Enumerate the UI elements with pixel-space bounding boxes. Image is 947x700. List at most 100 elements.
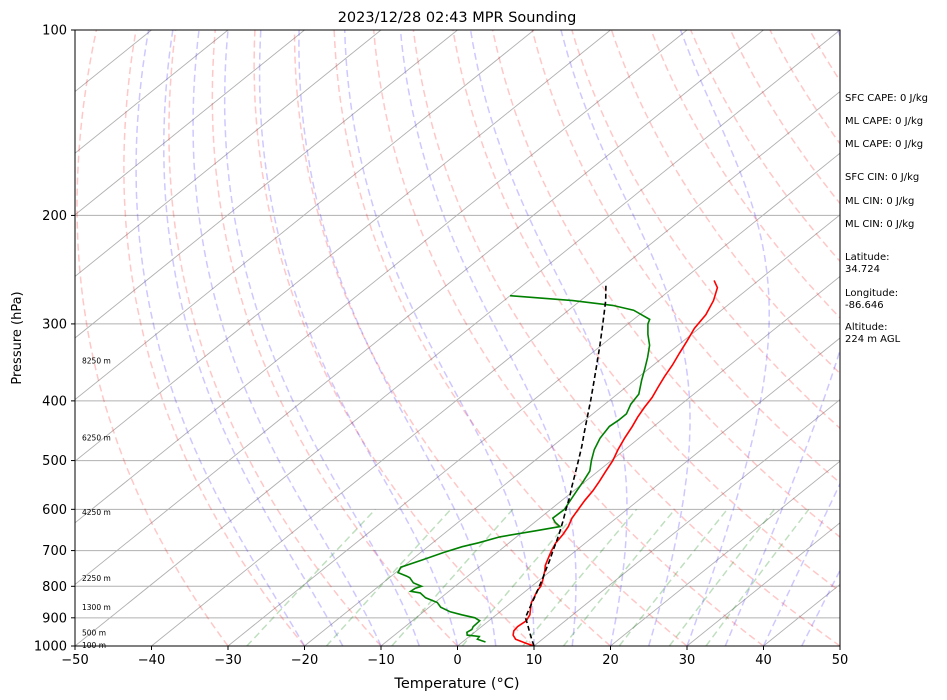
mixing-ratio-line — [461, 508, 580, 646]
moist-adiabat-line — [399, 30, 577, 646]
dry-adiabat-line — [531, 30, 840, 484]
moist-adiabat-line — [801, 568, 840, 646]
mixing-ratio-line — [618, 508, 728, 646]
y-tick-label: 700 — [42, 544, 67, 559]
mixing-ratio-line — [325, 508, 452, 646]
isotherm-line — [75, 30, 611, 462]
y-axis-label: Pressure (hPa) — [10, 291, 25, 384]
x-tick-label: −40 — [138, 653, 165, 668]
x-axis-label: Temperature (°C) — [393, 676, 519, 692]
longitude-label: Longitude: — [845, 288, 899, 299]
temperature-profile-line — [512, 280, 719, 646]
height-label: 8250 m — [82, 356, 111, 365]
dry-adiabat-line — [571, 30, 840, 430]
moist-adiabat-line — [724, 30, 840, 646]
y-tick-label: 800 — [42, 580, 67, 595]
y-tick-label: 1000 — [34, 640, 67, 655]
moist-adiabat-line — [343, 30, 535, 646]
y-tick-label: 300 — [42, 317, 67, 332]
isotherm-line — [75, 30, 764, 585]
x-tick-label: −10 — [367, 653, 394, 668]
x-tick-label: −30 — [214, 653, 241, 668]
altitude-value: 224 m AGL — [845, 334, 901, 345]
moist-adiabat-line — [163, 30, 344, 646]
moist-adiabat-line — [223, 30, 421, 646]
isotherm-line — [457, 337, 840, 646]
height-label: 1300 m — [82, 603, 111, 612]
height-label: 500 m — [82, 629, 106, 638]
isotherm-line — [75, 30, 535, 401]
y-tick-label: 900 — [42, 611, 67, 626]
isotherm-line — [75, 30, 229, 154]
isotherm-line — [380, 275, 840, 646]
dry-adiabat-line — [452, 30, 840, 593]
mixing-ratio-line — [522, 508, 638, 646]
mixing-ratio-line — [668, 508, 775, 646]
isotherm-line — [304, 214, 840, 646]
moist-adiabat-line — [258, 30, 459, 646]
altitude-label: Altitude: — [845, 322, 888, 333]
x-tick-label: −20 — [291, 653, 318, 668]
dry-adiabat-line — [211, 30, 459, 646]
isotherm-line — [533, 399, 840, 646]
y-tick-label: 400 — [42, 394, 67, 409]
isotherm-line — [686, 522, 840, 646]
mixing-ratio-line — [391, 508, 514, 646]
y-tick-label: 600 — [42, 503, 67, 518]
x-tick-label: 20 — [602, 653, 619, 668]
ml-cin-text-2: ML CIN: 0 J/kg — [845, 219, 915, 230]
x-tick-label: 50 — [832, 653, 849, 668]
y-tick-label: 200 — [42, 209, 67, 224]
y-tick-label: 100 — [42, 24, 67, 39]
height-label: 100 m — [82, 641, 106, 650]
x-tick-label: 10 — [526, 653, 543, 668]
mixing-ratio-line — [705, 508, 810, 646]
sfc-cape-text: SFC CAPE: 0 J/kg — [845, 93, 928, 104]
isotherm-line — [151, 91, 840, 646]
dry-adiabat-line — [168, 30, 382, 646]
isotherm-line — [227, 152, 840, 646]
moist-adiabat-line — [679, 30, 770, 646]
dry-adiabat-line — [123, 30, 306, 646]
mixing-ratio-line — [562, 508, 676, 646]
ml-cape-text-2: ML CAPE: 0 J/kg — [845, 139, 924, 150]
latitude-value: 34.724 — [845, 264, 880, 275]
dry-adiabat-line — [929, 30, 947, 646]
y-tick-label: 500 — [42, 454, 67, 469]
dewpoint-profile-line — [396, 294, 651, 643]
moist-adiabat-line — [560, 30, 691, 646]
moist-adiabat-line — [298, 30, 497, 646]
x-tick-label: −50 — [61, 653, 88, 668]
mixing-ratio-line — [246, 508, 376, 646]
x-tick-label: 30 — [679, 653, 696, 668]
dry-adiabat-line — [372, 30, 764, 646]
height-label: 2250 m — [82, 574, 111, 583]
isotherm-line — [75, 30, 382, 277]
height-label: 4250 m — [82, 508, 111, 517]
dry-adiabat-line — [76, 30, 229, 646]
chart-title: 2023/12/28 02:43 MPR Sounding — [338, 10, 577, 26]
height-label: 6250 m — [82, 433, 111, 442]
moist-adiabat-line — [192, 30, 382, 646]
moist-adiabat-line — [762, 482, 840, 646]
moist-adiabat-line — [469, 30, 628, 646]
sfc-cin-text: SFC CIN: 0 J/kg — [845, 172, 920, 183]
longitude-value: -86.646 — [845, 300, 884, 311]
isotherm-line — [75, 30, 840, 646]
ml-cin-text-1: ML CIN: 0 J/kg — [845, 196, 915, 207]
dry-adiabat-line — [333, 30, 688, 646]
moist-adiabat-line — [135, 30, 306, 646]
isotherm-line — [75, 30, 458, 339]
latitude-label: Latitude: — [845, 252, 890, 263]
isotherm-line — [610, 460, 840, 646]
x-tick-label: 0 — [453, 653, 461, 668]
x-tick-label: 40 — [755, 653, 772, 668]
parcel-path-line — [524, 285, 607, 646]
dry-adiabat-line — [253, 30, 535, 646]
dry-adiabat-line — [293, 30, 611, 646]
isotherm-line — [75, 30, 305, 216]
ml-cape-text-1: ML CAPE: 0 J/kg — [845, 116, 924, 127]
dry-adiabat-line — [412, 30, 840, 646]
isotherm-line — [75, 30, 688, 524]
